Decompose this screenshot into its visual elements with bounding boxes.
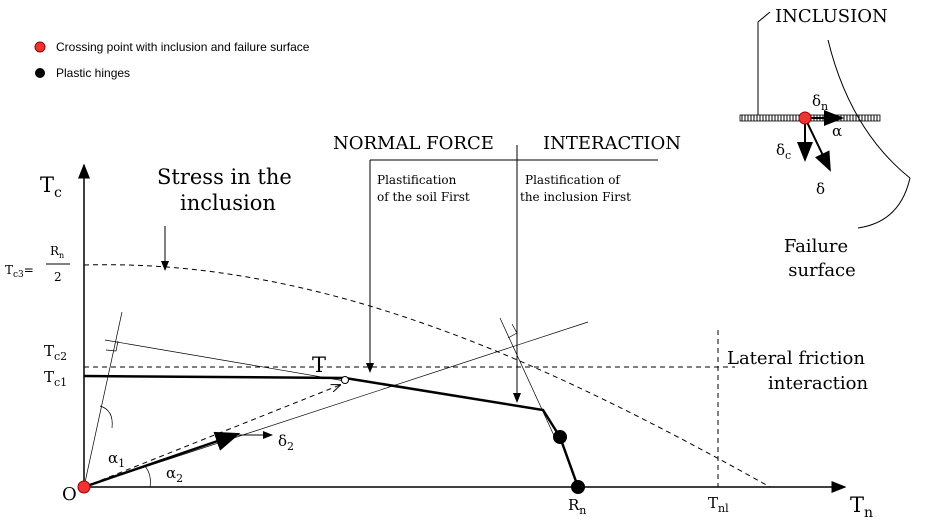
label: Rn	[568, 496, 586, 517]
label: NORMAL FORCE	[333, 133, 494, 154]
label: Lateral friction	[727, 348, 865, 369]
label: Rn	[50, 244, 64, 260]
inset-labels: INCLUSION δn α δc δ Failure surface	[775, 6, 888, 281]
inset	[739, 11, 911, 229]
label: Tnl	[708, 494, 729, 515]
label: INCLUSION	[775, 6, 888, 27]
label: Failure	[784, 236, 848, 257]
bold-arrow	[83, 431, 241, 489]
right-angle	[105, 340, 119, 352]
label: α2	[166, 464, 183, 485]
label: O	[62, 484, 77, 505]
label: Tn	[850, 493, 873, 521]
label: 2	[54, 270, 62, 284]
label: Tc2	[44, 342, 67, 363]
leader	[857, 177, 911, 229]
label: δ2	[278, 432, 294, 453]
legend: Crossing point with inclusion and failur…	[34, 40, 310, 80]
label: INTERACTION	[543, 133, 681, 154]
label: Tc1	[44, 368, 67, 389]
legend-marker	[35, 68, 45, 78]
label: of the soil First	[377, 190, 470, 204]
label: the inclusion First	[520, 190, 631, 204]
graph-labels: NORMAL FORCE INTERACTION Plastification …	[5, 133, 873, 521]
label: Stress in the	[157, 165, 292, 189]
label: Tc	[40, 173, 62, 201]
plastic-hinge	[571, 480, 585, 494]
label: interaction	[768, 373, 868, 394]
label: surface	[788, 260, 856, 281]
graph	[77, 145, 847, 494]
legend-text: Plastic hinges	[56, 66, 130, 80]
point	[341, 376, 349, 384]
crossing-point	[798, 111, 812, 125]
leader	[757, 11, 771, 115]
label: Tc3=	[5, 263, 34, 280]
dashed-arrow	[83, 385, 340, 488]
label: δc	[776, 141, 791, 162]
label: α1	[108, 449, 125, 470]
label: T	[312, 353, 326, 377]
angle-arc	[99, 405, 113, 429]
legend-text: Crossing point with inclusion and failur…	[56, 40, 310, 54]
label: Plastification	[377, 173, 457, 187]
line	[104, 339, 346, 382]
label: inclusion	[180, 191, 276, 215]
label: δn	[812, 92, 828, 113]
arrow	[804, 117, 831, 172]
label: α	[832, 122, 842, 140]
line	[499, 317, 557, 441]
label: Plastification of	[525, 173, 621, 187]
stress-curve	[83, 264, 771, 488]
legend-marker	[34, 41, 46, 53]
line	[83, 311, 123, 488]
line	[83, 321, 589, 488]
right-angle	[507, 323, 518, 339]
label: δ	[816, 180, 825, 198]
angle-arc	[144, 465, 151, 488]
failure-surface	[827, 39, 911, 179]
crossing-point	[77, 480, 91, 494]
plastic-hinge	[553, 430, 567, 444]
yield-path	[83, 374, 580, 488]
